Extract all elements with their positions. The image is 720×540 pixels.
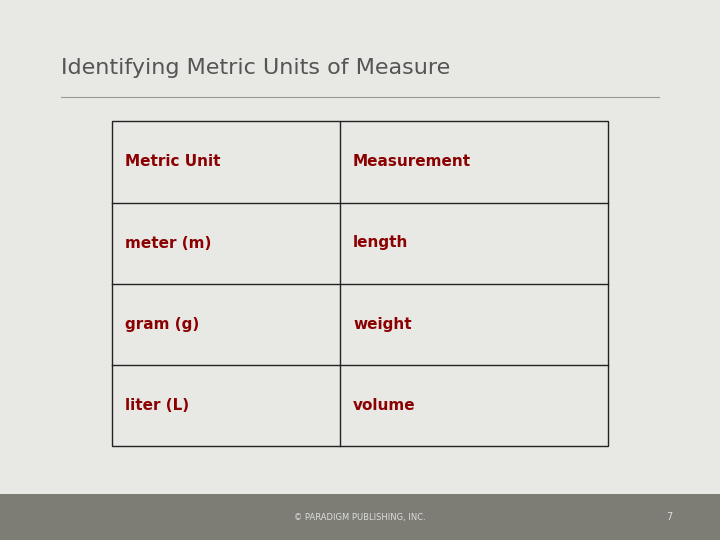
Text: Measurement: Measurement [353, 154, 471, 170]
Text: © PARADIGM PUBLISHING, INC.: © PARADIGM PUBLISHING, INC. [294, 512, 426, 522]
Bar [112, 122, 608, 446]
Text: weight: weight [353, 316, 412, 332]
Bar [0, 494, 720, 540]
Text: length: length [353, 235, 408, 251]
Text: liter (L): liter (L) [125, 397, 189, 413]
Text: gram (g): gram (g) [125, 316, 199, 332]
Text: meter (m): meter (m) [125, 235, 211, 251]
Text: Identifying Metric Units of Measure: Identifying Metric Units of Measure [61, 58, 451, 78]
Text: 7: 7 [667, 512, 672, 522]
Text: volume: volume [353, 397, 415, 413]
Text: Metric Unit: Metric Unit [125, 154, 220, 170]
